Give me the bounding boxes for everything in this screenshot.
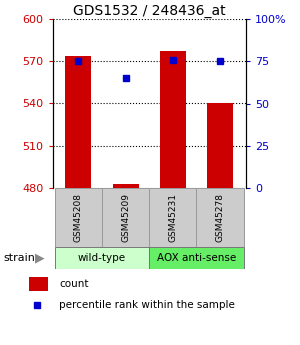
Title: GDS1532 / 248436_at: GDS1532 / 248436_at [73, 4, 226, 18]
Text: strain: strain [3, 253, 35, 263]
Text: GSM45208: GSM45208 [74, 193, 83, 242]
Bar [102, 188, 149, 247]
Bar [113, 184, 139, 188]
Bar [55, 247, 149, 269]
Text: ▶: ▶ [34, 252, 44, 264]
Text: GSM45209: GSM45209 [121, 193, 130, 242]
Bar [149, 188, 196, 247]
Text: GSM45278: GSM45278 [215, 193, 224, 242]
Text: percentile rank within the sample: percentile rank within the sample [59, 300, 235, 309]
Text: count: count [59, 279, 88, 289]
Bar [149, 247, 244, 269]
Bar [207, 104, 233, 188]
Bar [160, 51, 186, 188]
Bar [28, 277, 48, 291]
Text: GSM45231: GSM45231 [168, 193, 177, 242]
Bar [65, 56, 92, 188]
Bar [55, 188, 102, 247]
Text: AOX anti-sense: AOX anti-sense [157, 253, 236, 263]
Bar [196, 188, 244, 247]
Text: wild-type: wild-type [78, 253, 126, 263]
